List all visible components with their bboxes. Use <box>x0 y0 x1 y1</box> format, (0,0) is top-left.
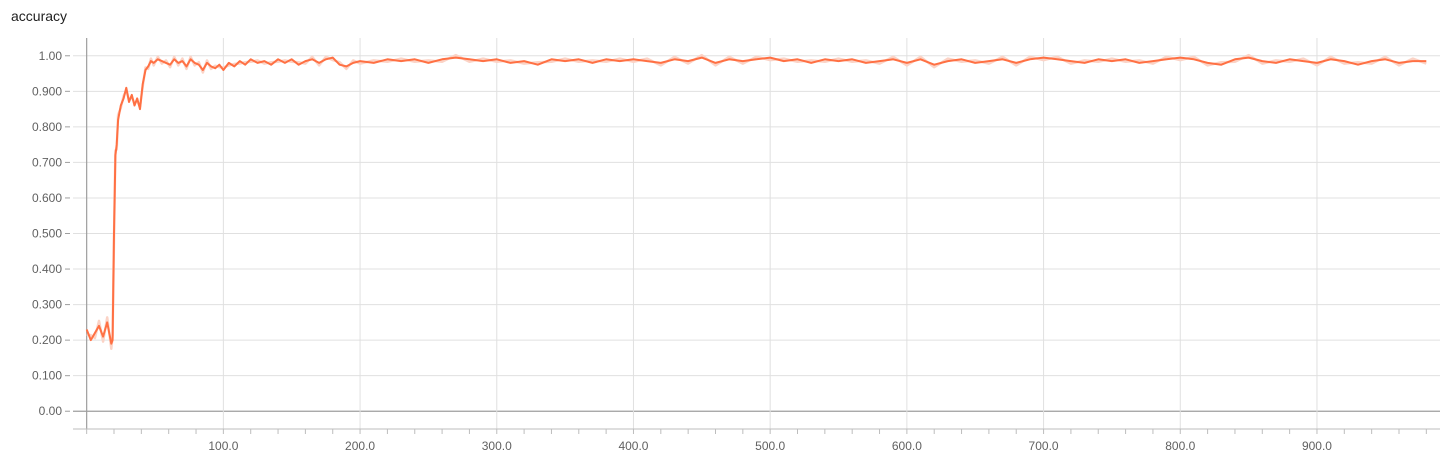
y-tick-label: 0.700 <box>32 155 62 169</box>
x-tick-label: 800.0 <box>1165 439 1195 453</box>
y-tick-label: 0.400 <box>32 262 62 276</box>
x-tick-label: 500.0 <box>755 439 785 453</box>
y-tick-label: 0.800 <box>32 120 62 134</box>
accuracy-series-line <box>85 56 1427 345</box>
x-tick-label: 600.0 <box>892 439 922 453</box>
y-tick-label: 0.200 <box>32 333 62 347</box>
y-tick-label: 1.00 <box>39 49 63 63</box>
chart-title: accuracy <box>11 8 68 24</box>
x-tick-label: 900.0 <box>1302 439 1332 453</box>
y-tick-label: 0.00 <box>39 404 63 418</box>
y-tick-label: 0.300 <box>32 298 62 312</box>
x-tick-label: 400.0 <box>618 439 648 453</box>
x-tick-label: 100.0 <box>208 439 238 453</box>
y-tick-label: 0.600 <box>32 191 62 205</box>
x-tick-label: 700.0 <box>1029 439 1059 453</box>
x-tick-label: 200.0 <box>345 439 375 453</box>
x-tick-label: 300.0 <box>482 439 512 453</box>
y-tick-label: 0.500 <box>32 227 62 241</box>
y-tick-label: 0.100 <box>32 369 62 383</box>
y-tick-label: 0.900 <box>32 84 62 98</box>
